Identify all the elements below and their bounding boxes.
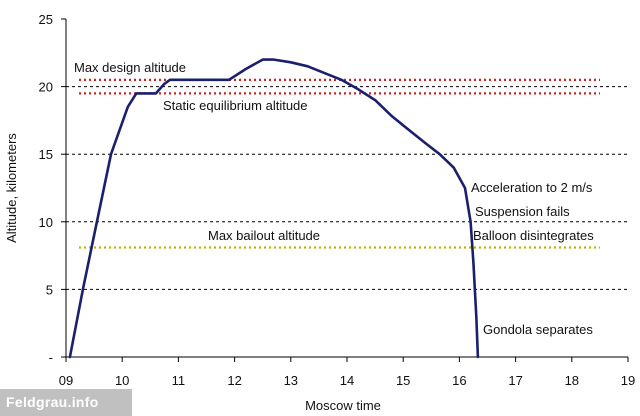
y-tick-label: -	[49, 350, 53, 365]
x-tick-label: 15	[396, 373, 410, 388]
watermark: Feldgrau.info	[6, 394, 99, 410]
x-tick-label: 11	[172, 373, 186, 388]
series-layer	[68, 58, 480, 359]
y-tick-label: 25	[39, 12, 53, 27]
axes	[61, 18, 629, 362]
tick-labels: - 5 10 15 20 25 09 10 11 12 13 14 15 16 17 18 19	[39, 12, 636, 388]
y-tick-label: 5	[46, 282, 53, 297]
annotation-balloon-disintegrates: Balloon disintegrates	[473, 228, 594, 243]
x-tick-label: 18	[565, 373, 579, 388]
y-tick-label: 15	[39, 147, 53, 162]
y-tick-label: 10	[39, 215, 53, 230]
x-tick-label: 12	[227, 373, 241, 388]
ref-label-static-equilibrium: Static equilibrium altitude	[163, 98, 308, 113]
annotation-suspension-fails: Suspension fails	[475, 204, 570, 219]
annotation-acceleration: Acceleration to 2 m/s	[471, 180, 593, 195]
x-tick-label: 09	[59, 373, 73, 388]
watermark-backdrop	[0, 389, 132, 416]
ref-label-max-design: Max design altitude	[74, 60, 186, 75]
y-tick-label: 20	[39, 80, 53, 95]
x-tick-label: 13	[284, 373, 298, 388]
x-tick-label: 16	[452, 373, 466, 388]
x-tick-label: 17	[508, 373, 522, 388]
x-tick-label: 10	[115, 373, 129, 388]
y-axis-title: Altitude, kilometers	[4, 133, 19, 243]
series-line-0	[68, 58, 480, 359]
x-tick-label: 19	[621, 373, 635, 388]
x-axis-title: Moscow time	[305, 398, 381, 413]
reference-lines	[79, 78, 600, 249]
grid-lines	[66, 86, 628, 290]
x-tick-label: 14	[340, 373, 354, 388]
ref-label-max-bailout: Max bailout altitude	[208, 228, 320, 243]
annotation-gondola-separates: Gondola separates	[483, 322, 593, 337]
